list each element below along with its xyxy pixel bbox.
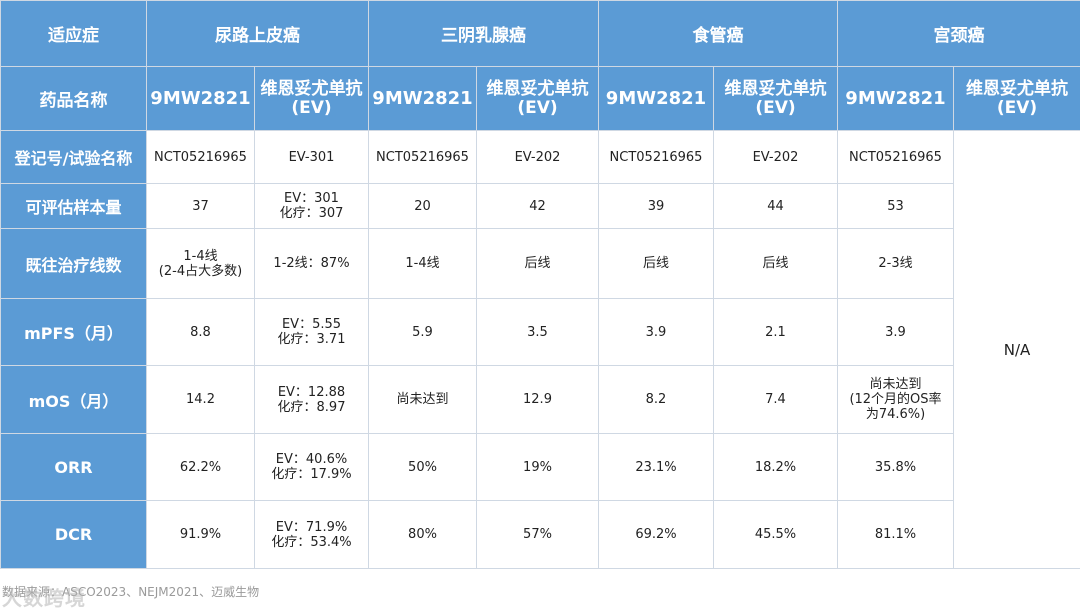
indication-esophageal: 食管癌 xyxy=(598,0,838,67)
table-cell: EV-202 xyxy=(713,130,838,184)
table-cell: 7.4 xyxy=(713,365,838,434)
table-cell: 81.1% xyxy=(837,500,954,569)
table-cell: 37 xyxy=(146,183,255,229)
table-cell: NCT05216965 xyxy=(146,130,255,184)
table-cell: NCT05216965 xyxy=(368,130,477,184)
drug-name: 维恩妥尤单抗 (EV) xyxy=(953,66,1080,131)
table-cell: 20 xyxy=(368,183,477,229)
table-cell: 53 xyxy=(837,183,954,229)
table-cell: EV：71.9% 化疗：53.4% xyxy=(254,500,369,569)
drug-header-label: 药品名称 xyxy=(0,66,147,131)
table-cell: 80% xyxy=(368,500,477,569)
indication-row: 适应症 尿路上皮癌 三阴乳腺癌 食管癌 宫颈癌 xyxy=(0,0,1080,67)
table-cell: 8.8 xyxy=(146,298,255,366)
drug-name: 维恩妥尤单抗 (EV) xyxy=(713,66,838,131)
table-cell: 12.9 xyxy=(476,365,599,434)
indication-cervical: 宫颈癌 xyxy=(837,0,1080,67)
indication-tnbc: 三阴乳腺癌 xyxy=(368,0,599,67)
watermark: 大数跨境 xyxy=(2,586,86,610)
table-cell: 19% xyxy=(476,433,599,501)
table-cell: 42 xyxy=(476,183,599,229)
table-cell: 91.9% xyxy=(146,500,255,569)
table-cell: 1-4线 (2-4占大多数) xyxy=(146,228,255,299)
table-cell: 18.2% xyxy=(713,433,838,501)
drug-name: 9MW2821 xyxy=(368,66,477,131)
table-row: mPFS（月） 8.8 EV：5.55 化疗：3.71 5.9 3.5 3.9 … xyxy=(0,298,1080,366)
table-cell: 3.9 xyxy=(598,298,714,366)
table-cell: 3.9 xyxy=(837,298,954,366)
table-cell: EV：301 化疗：307 xyxy=(254,183,369,229)
row-header: DCR xyxy=(0,500,147,569)
table-cell: 5.9 xyxy=(368,298,477,366)
table-cell: 23.1% xyxy=(598,433,714,501)
drug-name: 维恩妥尤单抗 (EV) xyxy=(476,66,599,131)
table-cell: 1-2线：87% xyxy=(254,228,369,299)
table-cell: 69.2% xyxy=(598,500,714,569)
table-cell: 62.2% xyxy=(146,433,255,501)
table-cell: 尚未达到 xyxy=(368,365,477,434)
row-header: mOS（月） xyxy=(0,365,147,434)
not-available-cell: N/A xyxy=(953,130,1080,569)
table-cell: 1-4线 xyxy=(368,228,477,299)
table-cell: 后线 xyxy=(713,228,838,299)
row-header: mPFS（月） xyxy=(0,298,147,366)
table-cell: 35.8% xyxy=(837,433,954,501)
table-cell: 14.2 xyxy=(146,365,255,434)
table-cell: 8.2 xyxy=(598,365,714,434)
row-header: 既往治疗线数 xyxy=(0,228,147,299)
source-note: 数据来源：ASCO2023、NEJM2021、迈威生物 xyxy=(2,585,260,599)
table-row: DCR 91.9% EV：71.9% 化疗：53.4% 80% 57% 69.2… xyxy=(0,500,1080,569)
table-row: ORR 62.2% EV：40.6% 化疗：17.9% 50% 19% 23.1… xyxy=(0,433,1080,501)
table-cell: 39 xyxy=(598,183,714,229)
drug-name: 9MW2821 xyxy=(146,66,255,131)
table-row: 可评估样本量 37 EV：301 化疗：307 20 42 39 44 53 xyxy=(0,183,1080,229)
table-cell: 后线 xyxy=(476,228,599,299)
table-row: 登记号/试验名称 NCT05216965 EV-301 NCT05216965 … xyxy=(0,130,1080,569)
drug-name: 维恩妥尤单抗 (EV) xyxy=(254,66,369,131)
table-cell: NCT05216965 xyxy=(837,130,954,184)
table-cell: 45.5% xyxy=(713,500,838,569)
table-cell: 后线 xyxy=(598,228,714,299)
indication-header-label: 适应症 xyxy=(0,0,147,67)
indication-urothelial: 尿路上皮癌 xyxy=(146,0,369,67)
table-cell: 57% xyxy=(476,500,599,569)
table-row: 既往治疗线数 1-4线 (2-4占大多数) 1-2线：87% 1-4线 后线 后… xyxy=(0,228,1080,299)
table-cell: 44 xyxy=(713,183,838,229)
table-cell: 2-3线 xyxy=(837,228,954,299)
table-cell: EV：5.55 化疗：3.71 xyxy=(254,298,369,366)
table-cell: 3.5 xyxy=(476,298,599,366)
table-row: mOS（月） 14.2 EV：12.88 化疗：8.97 尚未达到 12.9 8… xyxy=(0,365,1080,434)
table-cell: 50% xyxy=(368,433,477,501)
comparison-table: 适应症 尿路上皮癌 三阴乳腺癌 食管癌 宫颈癌 药品名称 9MW2821 维恩妥… xyxy=(0,0,1080,569)
row-header: 登记号/试验名称 xyxy=(0,130,147,184)
drug-row: 药品名称 9MW2821 维恩妥尤单抗 (EV) 9MW2821 维恩妥尤单抗 … xyxy=(0,66,1080,131)
drug-name: 9MW2821 xyxy=(598,66,714,131)
table-cell: EV-301 xyxy=(254,130,369,184)
table-cell: NCT05216965 xyxy=(598,130,714,184)
table-cell: EV：40.6% 化疗：17.9% xyxy=(254,433,369,501)
row-header: 可评估样本量 xyxy=(0,183,147,229)
table-cell: EV：12.88 化疗：8.97 xyxy=(254,365,369,434)
table-cell: 尚未达到 (12个月的OS率 为74.6%) xyxy=(837,365,954,434)
drug-name: 9MW2821 xyxy=(837,66,954,131)
table-cell: EV-202 xyxy=(476,130,599,184)
table-cell: 2.1 xyxy=(713,298,838,366)
row-header: ORR xyxy=(0,433,147,501)
